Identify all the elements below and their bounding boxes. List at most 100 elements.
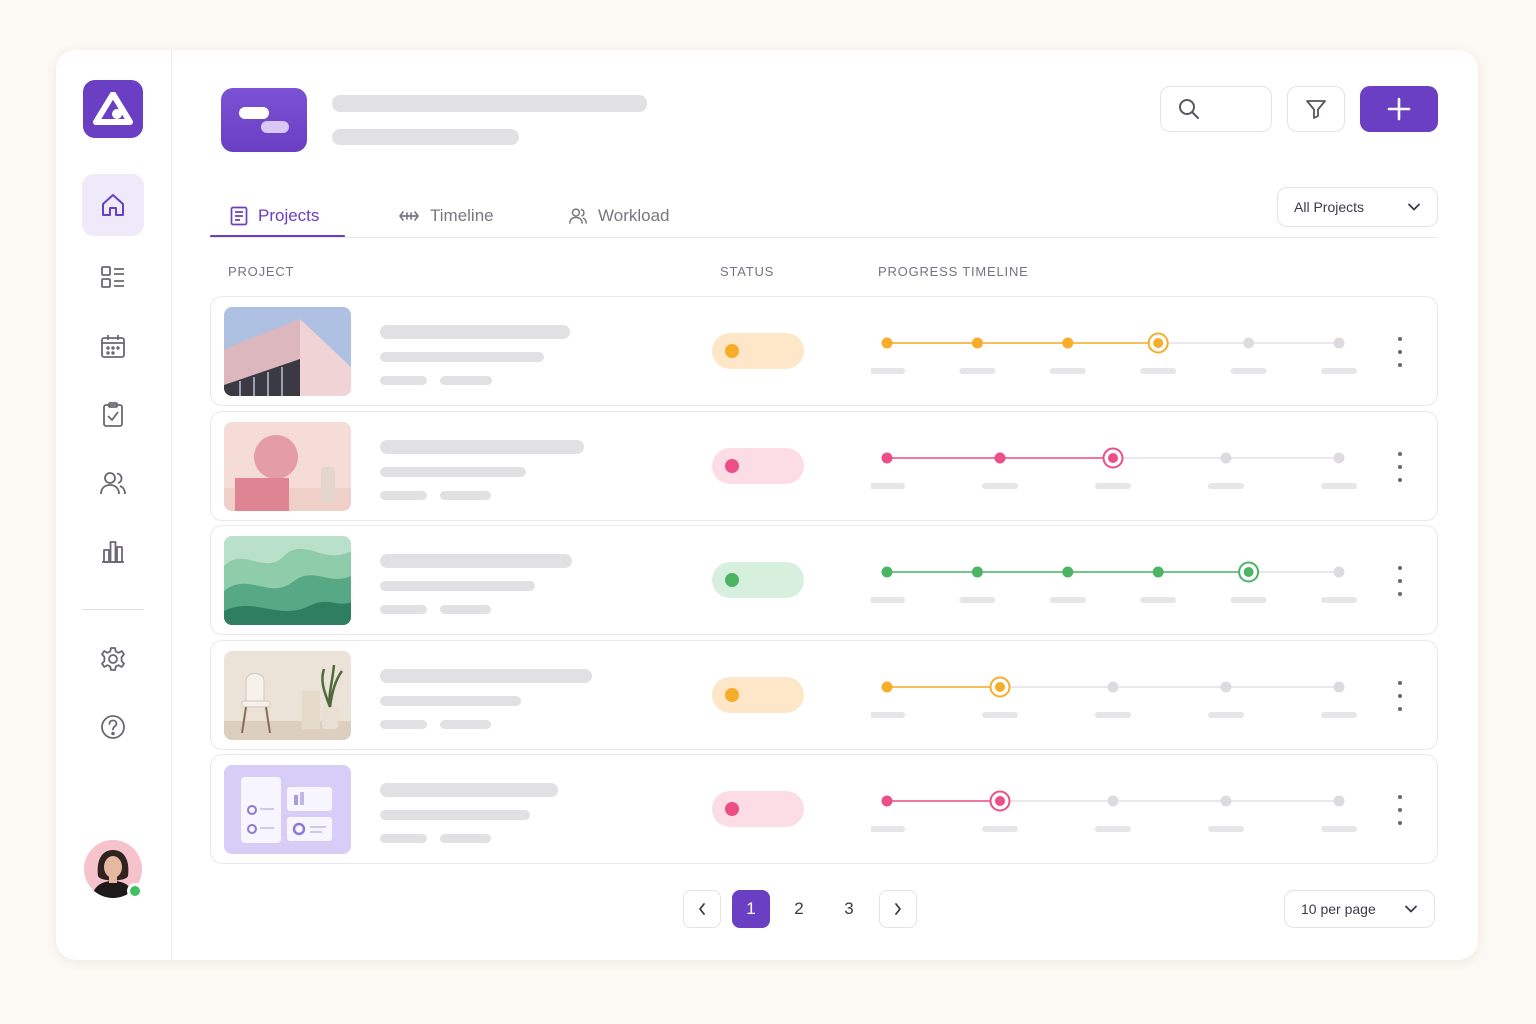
settings-icon: [101, 647, 125, 671]
milestone-pending: [1107, 681, 1119, 693]
milestone-label-placeholder: [871, 597, 905, 603]
document-list-icon: [230, 206, 248, 226]
building-image: [224, 307, 351, 396]
milestone-label-placeholder: [1321, 826, 1357, 832]
milestone-completed: [1152, 566, 1164, 578]
milestone-label-placeholder: [959, 368, 996, 374]
prev-page-button[interactable]: [683, 890, 721, 928]
column-header-project: PROJECT: [228, 264, 295, 279]
milestone-pending: [1107, 795, 1119, 807]
project-desc-placeholder: [380, 696, 521, 706]
milestone-label-placeholder: [982, 712, 1018, 718]
column-header-progress: PROGRESS TIMELINE: [878, 264, 1029, 279]
project-thumbnail: [224, 307, 351, 396]
tabs-divider: [210, 237, 1438, 238]
status-badge: [712, 562, 804, 598]
page-button-1[interactable]: 1: [732, 890, 770, 928]
users-icon: [568, 208, 588, 224]
milestone-completed: [881, 681, 893, 693]
milestone-label-placeholder: [1049, 368, 1086, 374]
app-window: Projects Timeline Workload All Projects …: [56, 50, 1478, 960]
search-input[interactable]: [1160, 86, 1272, 132]
calendar-icon: [101, 335, 125, 358]
milestone-label-placeholder: [982, 826, 1018, 832]
chevron-down-icon: [1408, 203, 1420, 211]
page-button-3[interactable]: 3: [844, 899, 854, 918]
milestone-pending: [1333, 795, 1345, 807]
sidebar-item-dashboard[interactable]: [82, 246, 144, 308]
project-thumbnail: [224, 422, 351, 511]
next-page-button[interactable]: [879, 890, 917, 928]
filter-button[interactable]: [1287, 86, 1345, 132]
sidebar-item-tasks[interactable]: [82, 383, 144, 445]
row-more-button[interactable]: [1390, 566, 1410, 596]
project-name-placeholder: [380, 440, 584, 454]
project-meta-placeholder: [440, 605, 491, 614]
home-icon: [102, 194, 124, 216]
bar-chart-icon: [102, 541, 124, 563]
sidebar-item-calendar[interactable]: [82, 315, 144, 377]
project-thumbnail: [224, 765, 351, 854]
sidebar-item-team[interactable]: [82, 452, 144, 514]
row-more-button[interactable]: [1390, 795, 1410, 825]
milestone-completed: [881, 795, 893, 807]
row-more-button[interactable]: [1390, 452, 1410, 482]
tab-projects[interactable]: Projects: [230, 196, 319, 236]
status-dot: [725, 344, 739, 358]
milestone-completed: [881, 566, 893, 578]
project-desc-placeholder: [380, 581, 535, 591]
sidebar-item-settings[interactable]: [82, 628, 144, 690]
user-photo: [84, 840, 142, 898]
tab-timeline[interactable]: Timeline: [398, 196, 494, 236]
milestone-label-placeholder: [871, 483, 905, 489]
milestone-pending: [1220, 795, 1232, 807]
milestone-label-placeholder: [1230, 597, 1267, 603]
search-icon: [1179, 99, 1199, 119]
milestone-completed: [881, 452, 893, 464]
row-more-button[interactable]: [1390, 681, 1410, 711]
milestone-current-dot: [1108, 453, 1118, 463]
page-subtitle-placeholder: [332, 129, 519, 145]
page-title-placeholder: [332, 95, 647, 112]
tab-workload[interactable]: Workload: [568, 196, 670, 236]
per-page-dropdown[interactable]: 10 per page: [1284, 890, 1435, 928]
status-dot: [725, 573, 739, 587]
table-row[interactable]: [210, 296, 1438, 406]
pink-sphere-image: [224, 422, 351, 511]
table-row[interactable]: [210, 411, 1438, 521]
milestone-label-placeholder: [871, 826, 905, 832]
milestone-label-placeholder: [1321, 712, 1357, 718]
project-thumbnail: [224, 651, 351, 740]
project-desc-placeholder: [380, 352, 544, 362]
progress-timeline: [871, 676, 1357, 718]
add-project-button[interactable]: [1360, 86, 1438, 132]
dashboard-ui-image: [224, 765, 351, 854]
milestone-pending: [1333, 566, 1345, 578]
table-row[interactable]: [210, 525, 1438, 635]
progress-timeline: [871, 447, 1357, 489]
milestone-label-placeholder: [1140, 368, 1177, 374]
row-more-button[interactable]: [1390, 337, 1410, 367]
tab-workload-label: Workload: [598, 206, 670, 225]
sidebar-item-reports[interactable]: [82, 520, 144, 582]
sidebar-item-home[interactable]: [82, 174, 144, 236]
milestone-label-placeholder: [1140, 597, 1177, 603]
milestone-label-placeholder: [1321, 483, 1357, 489]
users-icon: [100, 472, 126, 495]
table-row[interactable]: [210, 640, 1438, 750]
page-button-2[interactable]: 2: [794, 899, 804, 918]
sidebar-item-help[interactable]: [82, 696, 144, 758]
milestone-completed: [1062, 337, 1074, 349]
app-logo[interactable]: [83, 80, 143, 138]
user-avatar[interactable]: [84, 840, 143, 899]
green-waves-image: [224, 536, 351, 625]
chair-plant-image: [224, 651, 351, 740]
progress-timeline: [871, 790, 1357, 832]
milestone-completed: [971, 566, 983, 578]
project-filter-dropdown[interactable]: All Projects: [1277, 187, 1438, 227]
table-row[interactable]: [210, 754, 1438, 864]
tab-projects-label: Projects: [258, 206, 320, 225]
filter-icon: [1306, 100, 1326, 119]
milestone-current-dot: [995, 682, 1005, 692]
chevron-right-icon: [895, 903, 901, 915]
